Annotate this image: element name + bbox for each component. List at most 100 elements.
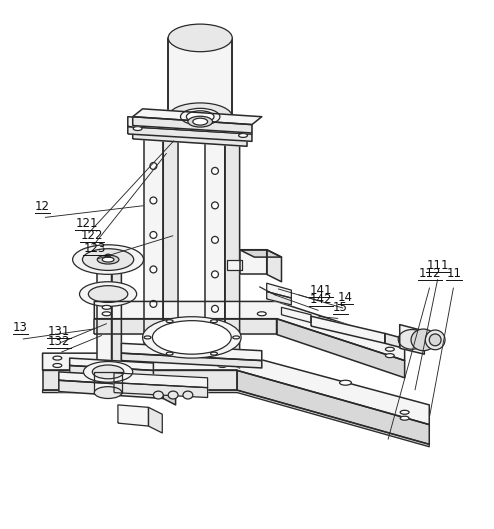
Polygon shape (149, 407, 162, 433)
Polygon shape (59, 372, 163, 387)
Ellipse shape (153, 321, 231, 354)
Ellipse shape (239, 133, 247, 138)
Ellipse shape (211, 168, 218, 175)
Ellipse shape (154, 391, 163, 399)
Text: 123: 123 (84, 242, 107, 254)
Ellipse shape (106, 254, 111, 257)
Polygon shape (267, 250, 282, 282)
Ellipse shape (83, 361, 133, 382)
Text: 111: 111 (427, 259, 450, 272)
Ellipse shape (102, 257, 114, 262)
Polygon shape (59, 380, 163, 398)
Ellipse shape (144, 336, 151, 339)
Polygon shape (70, 358, 154, 370)
Polygon shape (70, 366, 154, 379)
Ellipse shape (150, 266, 157, 273)
Ellipse shape (211, 305, 218, 312)
Polygon shape (163, 378, 175, 405)
Ellipse shape (411, 329, 436, 351)
Text: 131: 131 (47, 325, 70, 339)
Text: 132: 132 (47, 335, 70, 348)
Ellipse shape (82, 249, 134, 270)
Ellipse shape (88, 286, 128, 303)
Text: 142: 142 (310, 294, 332, 306)
Ellipse shape (210, 320, 217, 323)
Ellipse shape (53, 356, 62, 360)
Polygon shape (114, 382, 207, 397)
Polygon shape (42, 370, 237, 390)
Polygon shape (240, 250, 282, 257)
Polygon shape (128, 126, 252, 141)
Ellipse shape (400, 416, 409, 420)
Ellipse shape (102, 305, 111, 309)
Polygon shape (94, 318, 277, 334)
Polygon shape (144, 132, 163, 353)
Polygon shape (133, 122, 247, 139)
Ellipse shape (385, 354, 394, 358)
Text: 121: 121 (76, 217, 98, 230)
Ellipse shape (92, 365, 124, 379)
Polygon shape (267, 283, 291, 298)
Ellipse shape (211, 271, 218, 278)
Ellipse shape (80, 282, 137, 306)
Ellipse shape (429, 334, 441, 346)
Ellipse shape (211, 236, 218, 243)
Ellipse shape (186, 111, 214, 123)
Text: 112: 112 (419, 267, 442, 280)
Text: 13: 13 (13, 322, 28, 334)
Text: 122: 122 (81, 230, 103, 242)
Ellipse shape (339, 380, 351, 385)
Ellipse shape (183, 391, 193, 399)
Text: 14: 14 (338, 291, 353, 304)
Polygon shape (168, 38, 232, 117)
Ellipse shape (150, 197, 157, 204)
Ellipse shape (150, 162, 157, 169)
Ellipse shape (73, 245, 144, 275)
Ellipse shape (143, 317, 241, 358)
Polygon shape (97, 260, 112, 368)
Ellipse shape (257, 312, 266, 316)
Ellipse shape (102, 312, 111, 316)
Polygon shape (277, 318, 405, 378)
Ellipse shape (180, 108, 220, 125)
Ellipse shape (97, 255, 119, 264)
Ellipse shape (53, 363, 62, 368)
Text: 141: 141 (310, 284, 332, 297)
Polygon shape (42, 353, 429, 425)
Polygon shape (114, 373, 207, 388)
Polygon shape (94, 302, 405, 361)
Polygon shape (133, 132, 247, 147)
Ellipse shape (168, 391, 178, 399)
Ellipse shape (166, 352, 173, 355)
Polygon shape (240, 250, 267, 275)
Ellipse shape (193, 118, 207, 125)
Ellipse shape (188, 116, 212, 127)
Text: 12: 12 (35, 200, 50, 213)
Ellipse shape (150, 232, 157, 239)
Ellipse shape (94, 387, 122, 398)
Polygon shape (227, 260, 242, 270)
Polygon shape (311, 316, 385, 343)
Polygon shape (122, 353, 262, 368)
Polygon shape (133, 109, 262, 125)
Text: 15: 15 (333, 301, 348, 314)
Ellipse shape (400, 411, 409, 414)
Ellipse shape (133, 126, 142, 131)
Polygon shape (122, 343, 262, 361)
Ellipse shape (150, 300, 157, 307)
Ellipse shape (168, 24, 232, 52)
Polygon shape (385, 333, 400, 347)
Text: 11: 11 (447, 267, 461, 280)
Ellipse shape (168, 103, 232, 131)
Polygon shape (267, 291, 291, 305)
Polygon shape (118, 405, 149, 426)
Polygon shape (42, 390, 429, 447)
Ellipse shape (233, 336, 240, 339)
Ellipse shape (385, 347, 394, 351)
Polygon shape (205, 136, 225, 361)
Polygon shape (133, 117, 252, 133)
Ellipse shape (166, 320, 173, 323)
Polygon shape (282, 307, 311, 323)
Ellipse shape (425, 330, 445, 350)
Polygon shape (128, 117, 252, 134)
